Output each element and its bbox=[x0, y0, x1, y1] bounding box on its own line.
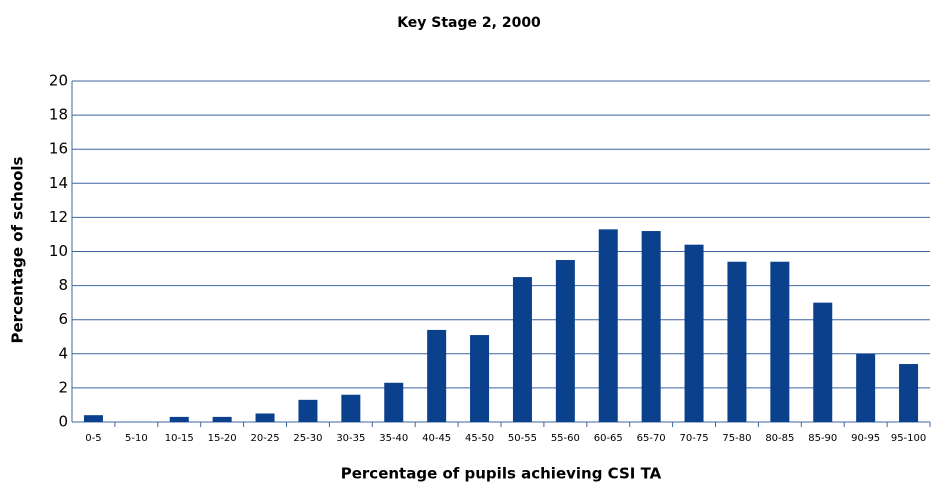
x-tick-label: 35-40 bbox=[379, 433, 408, 444]
bar bbox=[427, 329, 447, 422]
y-tick-label: 16 bbox=[49, 140, 68, 158]
x-tick-label: 75-80 bbox=[722, 433, 751, 444]
y-tick-label: 0 bbox=[58, 413, 68, 431]
x-tick-label: 85-90 bbox=[808, 433, 837, 444]
y-tick-label: 14 bbox=[49, 174, 68, 192]
y-tick-label: 8 bbox=[58, 276, 68, 294]
x-tick-label: 30-35 bbox=[336, 433, 365, 444]
x-tick-label: 45-50 bbox=[465, 433, 494, 444]
bar bbox=[384, 382, 404, 422]
x-tick-label: 10-15 bbox=[165, 433, 194, 444]
y-tick-label: 6 bbox=[58, 310, 68, 328]
bar bbox=[856, 353, 876, 422]
y-tick-label: 4 bbox=[58, 344, 68, 362]
bar bbox=[813, 302, 833, 422]
x-tick-label: 0-5 bbox=[85, 433, 101, 444]
bar bbox=[255, 413, 275, 422]
x-tick-label: 15-20 bbox=[208, 433, 237, 444]
x-tick-label: 90-95 bbox=[851, 433, 880, 444]
bar bbox=[169, 416, 189, 422]
bar bbox=[899, 364, 919, 422]
x-tick-label: 50-55 bbox=[508, 433, 537, 444]
bar bbox=[555, 260, 575, 422]
y-tick-label: 10 bbox=[49, 242, 68, 260]
bar bbox=[598, 229, 618, 422]
x-tick-label: 40-45 bbox=[422, 433, 451, 444]
x-tick-label: 95-100 bbox=[891, 433, 926, 444]
x-tick-label: 80-85 bbox=[765, 433, 794, 444]
bar bbox=[641, 231, 661, 422]
bar bbox=[470, 335, 490, 422]
x-tick-label: 60-65 bbox=[594, 433, 623, 444]
bar bbox=[684, 244, 704, 422]
chart-title: Key Stage 2, 2000 bbox=[397, 15, 541, 31]
bar bbox=[727, 261, 747, 422]
y-tick-label: 12 bbox=[49, 208, 68, 226]
bar bbox=[212, 416, 232, 422]
x-tick-label: 65-70 bbox=[637, 433, 666, 444]
x-tick-label: 25-30 bbox=[293, 433, 322, 444]
y-tick-label: 18 bbox=[49, 106, 68, 124]
x-tick-label: 5-10 bbox=[125, 433, 148, 444]
x-tick-label: 70-75 bbox=[680, 433, 709, 444]
y-tick-label: 2 bbox=[58, 378, 68, 396]
x-tick-label: 55-60 bbox=[551, 433, 580, 444]
y-tick-label: 20 bbox=[49, 72, 68, 90]
x-tick-label: 20-25 bbox=[251, 433, 280, 444]
bar bbox=[512, 277, 532, 422]
bar bbox=[341, 394, 361, 422]
y-axis-title: Percentage of schools bbox=[9, 156, 27, 343]
bar bbox=[298, 399, 318, 422]
x-axis-title: Percentage of pupils achieving CSI TA bbox=[341, 465, 662, 483]
bar bbox=[770, 261, 790, 422]
bar bbox=[83, 415, 103, 422]
